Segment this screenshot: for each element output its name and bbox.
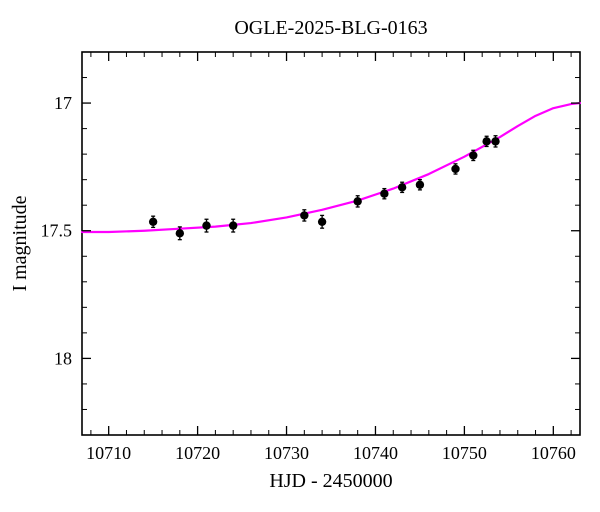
svg-text:10730: 10730 [264, 443, 309, 463]
svg-text:17.5: 17.5 [41, 221, 73, 241]
y-axis-label: I magnitude [9, 195, 31, 291]
svg-text:10760: 10760 [531, 443, 576, 463]
lightcurve-chart: 10710 10720 10730 10740 10750 10760 17 17.5 18 O… [0, 0, 600, 512]
svg-text:10750: 10750 [442, 443, 487, 463]
svg-text:18: 18 [54, 348, 72, 368]
svg-text:10720: 10720 [175, 443, 220, 463]
x-axis-label: HJD - 2450000 [269, 470, 392, 492]
svg-text:10740: 10740 [353, 443, 398, 463]
svg-text:10710: 10710 [86, 443, 131, 463]
svg-text:17: 17 [54, 93, 72, 113]
chart-title: OGLE-2025-BLG-0163 [234, 17, 427, 39]
